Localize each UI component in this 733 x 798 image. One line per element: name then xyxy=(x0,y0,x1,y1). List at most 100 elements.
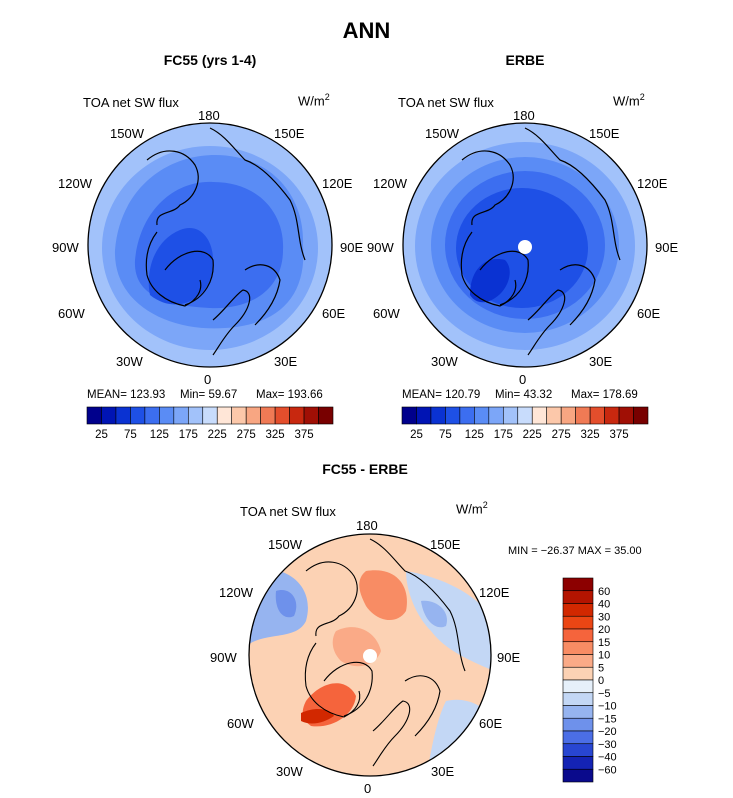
panel3-colorbar-box xyxy=(562,641,594,655)
panel2-colorbar-label: 275 xyxy=(552,429,571,441)
panel1-colorbar: 25 75 125 175 225 275 325 375 xyxy=(86,406,334,441)
panel2-units: W/m2 xyxy=(613,92,645,109)
panel3-map xyxy=(248,533,492,777)
panel2-colorbar-box xyxy=(531,406,548,425)
panel1-colorbar-box xyxy=(159,406,175,425)
panel1-colorbar-box xyxy=(101,406,117,425)
panel3-colorbar-label: 30 xyxy=(598,611,610,623)
panel3-colorbar-box xyxy=(562,717,594,732)
panel3-lon-150w: 150W xyxy=(268,537,302,552)
panel1-coast-russia xyxy=(244,264,281,326)
panel2-pole-gap xyxy=(518,240,532,254)
panel1-coast-scandinavia xyxy=(212,289,251,356)
panel1-map xyxy=(87,122,333,368)
panel2-title: ERBE xyxy=(505,52,545,68)
panel1-stat-mean: MEAN= 123.93 xyxy=(87,389,166,401)
panel2-colorbar-label: 375 xyxy=(609,429,628,441)
panel3-colorbar-label: 20 xyxy=(598,624,610,636)
panel3-colorbar-label: −30 xyxy=(598,739,617,751)
panel3-colorbar-label: −10 xyxy=(598,701,617,713)
panel1-lon-60e: 60E xyxy=(322,306,346,321)
panel2-colorbar-box xyxy=(430,406,446,425)
panel3-map-border xyxy=(248,533,492,777)
panel3-pole-gap xyxy=(363,649,377,663)
panel3-colorbar-box xyxy=(562,705,594,719)
panel2-stat-mean: MEAN= 120.79 xyxy=(402,389,481,401)
panel2-colorbar-box xyxy=(459,406,475,425)
panel2-lon-90e: 90E xyxy=(655,240,679,255)
panel1-units: W/m2 xyxy=(298,92,330,109)
panel1-colorbar-box xyxy=(187,406,204,425)
panel3-colorbar-box xyxy=(562,743,594,757)
panel1-colorbar-box xyxy=(130,406,146,425)
panel2-colorbar-box xyxy=(618,406,634,425)
panel2-colorbar-box xyxy=(416,406,432,425)
panel3-colorbar-label: 10 xyxy=(598,650,610,662)
panel3-colorbar-label: −40 xyxy=(598,752,617,764)
panel3-field-neg-core1 xyxy=(275,590,297,618)
panel3-lon-60w: 60W xyxy=(227,716,254,731)
panel3-coast-russia xyxy=(404,675,441,737)
panel3-colorbar-label: 5 xyxy=(598,662,604,674)
panel2-colorbar-label: 75 xyxy=(439,429,452,441)
panel1-lon-90w: 90W xyxy=(52,240,79,255)
panel2-colorbar-box xyxy=(474,406,490,425)
panel3-colorbar-box xyxy=(562,590,594,604)
panel2-coast-scandinavia xyxy=(527,289,566,356)
panel2-colorbar-box xyxy=(517,406,533,425)
panel1-colorbar-box xyxy=(245,406,261,425)
panel1-stat-min: Min= 59.67 xyxy=(180,389,238,401)
panel3-minmax: MIN = −26.37 MAX = 35.00 xyxy=(508,545,642,557)
panel3-field-neg-core2 xyxy=(421,600,447,628)
panel3-colorbar-label: 15 xyxy=(598,637,610,649)
panel3-colorbar-label: −5 xyxy=(598,688,611,700)
panel3-colorbar-box xyxy=(562,615,594,630)
panel1-lon-150e: 150E xyxy=(274,126,305,141)
panel1-colorbar-label: 125 xyxy=(150,429,169,441)
panel3-colorbar-label: 40 xyxy=(598,599,610,611)
panel1-coast-canada xyxy=(145,231,202,307)
panel3-colorbar-box xyxy=(562,679,594,694)
panel2-colorbar-box xyxy=(604,406,620,425)
panel1-colorbar-label: 375 xyxy=(294,429,313,441)
panel2-colorbar-box xyxy=(546,406,562,425)
panel3-coast-greenland xyxy=(323,661,373,717)
panel1-coast-alaska xyxy=(146,150,199,226)
panel2-lon-30e: 30E xyxy=(589,354,613,369)
panel2-colorbar-box xyxy=(445,406,461,425)
panel2-variable-label: TOA net SW flux xyxy=(398,95,494,110)
panel1-title: FC55 (yrs 1-4) xyxy=(163,52,257,68)
panel1-colorbar-box xyxy=(274,406,290,425)
panel1-stat-max: Max= 193.66 xyxy=(256,389,323,401)
panel2-coast-canada xyxy=(460,231,517,307)
panel2-lon-120e: 120E xyxy=(637,176,668,191)
panel1-lon-120e: 120E xyxy=(322,176,353,191)
panel3-colorbar-label: −20 xyxy=(598,726,617,738)
panel2-lon-150e: 150E xyxy=(589,126,620,141)
panel2-map-border xyxy=(402,122,648,368)
panel1-lon-90e: 90E xyxy=(340,240,364,255)
panel3-colorbar-box xyxy=(562,654,594,668)
panel2-lon-60w: 60W xyxy=(373,306,400,321)
panel3-colorbar-box xyxy=(562,666,594,681)
panel2-map xyxy=(402,122,648,368)
panel3-colorbar-box xyxy=(562,756,594,770)
panel3-units: W/m2 xyxy=(456,500,488,517)
panel3-title: FC55 - ERBE xyxy=(322,461,408,477)
panel2-colorbar-box xyxy=(575,406,591,425)
panel1-colorbar-box xyxy=(202,406,218,425)
panel3-lon-90w: 90W xyxy=(210,650,237,665)
panel2-colorbar-box xyxy=(633,406,649,425)
panel3-lon-0: 0 xyxy=(364,781,372,796)
panel3-colorbar-box xyxy=(562,577,594,592)
panel1-colorbar-box xyxy=(173,406,189,425)
panel1-colorbar-box xyxy=(231,406,247,425)
panel2-colorbar-box xyxy=(488,406,504,425)
panel2-colorbar-label: 25 xyxy=(410,429,423,441)
panel2-colorbar-label: 125 xyxy=(465,429,484,441)
panel2-coast-siberia xyxy=(524,127,621,261)
panel2-lon-120w: 120W xyxy=(373,176,407,191)
panel3-colorbar-label: −15 xyxy=(598,713,617,725)
panel1-colorbar-box xyxy=(86,406,102,425)
